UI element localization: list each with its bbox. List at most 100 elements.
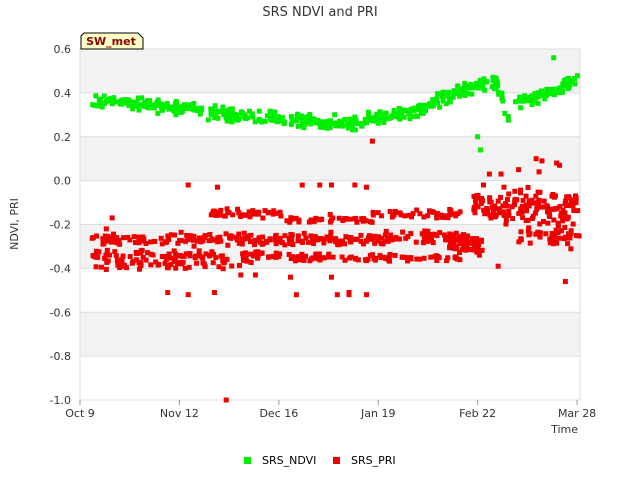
pri-point bbox=[282, 233, 288, 239]
pri-point bbox=[247, 214, 253, 220]
pri-point bbox=[372, 240, 378, 246]
ndvi-point bbox=[362, 117, 368, 123]
pri-point bbox=[539, 158, 545, 164]
pri-point bbox=[471, 193, 477, 199]
pri-point bbox=[570, 221, 576, 227]
ndvi-point bbox=[352, 127, 358, 133]
ndvi-point bbox=[414, 113, 420, 119]
pri-point bbox=[428, 236, 434, 242]
ndvi-point bbox=[423, 108, 429, 114]
pri-point bbox=[260, 234, 266, 240]
pri-point bbox=[478, 200, 484, 206]
pri-point bbox=[533, 156, 539, 162]
pri-point bbox=[380, 241, 386, 247]
pri-point bbox=[256, 235, 262, 241]
pri-point bbox=[299, 182, 305, 188]
pri-point bbox=[121, 235, 127, 241]
pri-point bbox=[437, 230, 443, 236]
pri-point bbox=[212, 290, 218, 296]
pri-point bbox=[518, 187, 524, 193]
pri-point bbox=[472, 242, 478, 248]
ndvi-point bbox=[300, 119, 306, 125]
pri-point bbox=[414, 256, 420, 262]
ndvi-point bbox=[566, 84, 572, 90]
ndvi-point bbox=[155, 110, 161, 116]
pri-point bbox=[240, 253, 246, 259]
ndvi-point bbox=[366, 109, 372, 115]
pri-point bbox=[194, 238, 200, 244]
pri-point bbox=[173, 265, 179, 271]
pri-point bbox=[454, 256, 460, 262]
x-axis-title: Time bbox=[550, 423, 578, 436]
pri-point bbox=[550, 241, 556, 247]
ndvi-point bbox=[220, 104, 226, 110]
pri-point bbox=[353, 215, 359, 221]
y-tick-label: 0.2 bbox=[54, 131, 72, 144]
ndvi-point bbox=[383, 110, 389, 116]
ndvi-point bbox=[164, 100, 170, 106]
ndvi-point bbox=[103, 98, 109, 104]
pri-point bbox=[226, 209, 232, 215]
pri-point bbox=[159, 241, 165, 247]
pri-point bbox=[475, 244, 481, 250]
pri-point bbox=[260, 215, 266, 221]
pri-point bbox=[309, 235, 315, 241]
pri-point bbox=[518, 206, 524, 212]
badge-shape bbox=[80, 32, 144, 50]
plot-band bbox=[80, 136, 580, 181]
pri-point bbox=[567, 235, 573, 241]
ndvi-point bbox=[561, 78, 567, 84]
ndvi-point bbox=[551, 55, 557, 61]
ndvi-point bbox=[228, 109, 234, 115]
pri-point bbox=[355, 257, 361, 263]
ndvi-point bbox=[134, 103, 140, 109]
pri-point bbox=[238, 272, 244, 278]
ndvi-point bbox=[374, 111, 380, 117]
ndvi-point bbox=[516, 98, 522, 104]
pri-point bbox=[445, 215, 451, 221]
ndvi-point bbox=[118, 101, 124, 107]
ndvi-point bbox=[241, 114, 247, 120]
pri-point bbox=[465, 239, 471, 245]
ndvi-point bbox=[97, 96, 103, 102]
pri-point bbox=[309, 239, 315, 245]
pri-point bbox=[473, 197, 479, 203]
legend[interactable]: SRS_NDVI SRS_PRI bbox=[244, 454, 396, 467]
ndvi-point bbox=[194, 105, 200, 111]
pri-point bbox=[271, 253, 277, 259]
chart-title: SRS NDVI and PRI bbox=[262, 5, 377, 20]
pri-point bbox=[549, 231, 555, 237]
pri-point bbox=[140, 254, 146, 260]
pri-point bbox=[441, 232, 447, 238]
pri-point bbox=[503, 221, 509, 227]
ndvi-point bbox=[396, 105, 402, 111]
pri-point bbox=[474, 193, 480, 199]
pri-point bbox=[299, 251, 305, 257]
ndvi-point bbox=[154, 100, 160, 106]
legend-label-ndvi[interactable]: SRS_NDVI bbox=[262, 454, 316, 467]
pri-point bbox=[422, 230, 428, 236]
pri-point bbox=[294, 255, 300, 261]
pri-point bbox=[481, 182, 487, 188]
ndvi-point bbox=[147, 105, 153, 111]
pri-point bbox=[178, 229, 184, 235]
ndvi-point bbox=[178, 109, 184, 115]
ndvi-point bbox=[450, 94, 456, 100]
pri-point bbox=[487, 195, 493, 201]
pri-point bbox=[471, 207, 477, 213]
pri-point bbox=[373, 255, 379, 261]
pri-point bbox=[185, 292, 191, 298]
pri-point bbox=[364, 184, 370, 190]
ndvi-point bbox=[212, 103, 218, 109]
pri-point bbox=[545, 209, 551, 215]
pri-point bbox=[421, 214, 427, 220]
pri-point bbox=[192, 255, 198, 261]
pri-point bbox=[375, 234, 381, 240]
legend-label-pri[interactable]: SRS_PRI bbox=[351, 454, 396, 467]
ndvi-point bbox=[298, 113, 304, 119]
pri-point bbox=[137, 266, 143, 272]
ndvi-point bbox=[492, 86, 498, 92]
ndvi-point bbox=[126, 102, 132, 108]
ndvi-point bbox=[468, 81, 474, 87]
pri-point bbox=[203, 251, 209, 257]
